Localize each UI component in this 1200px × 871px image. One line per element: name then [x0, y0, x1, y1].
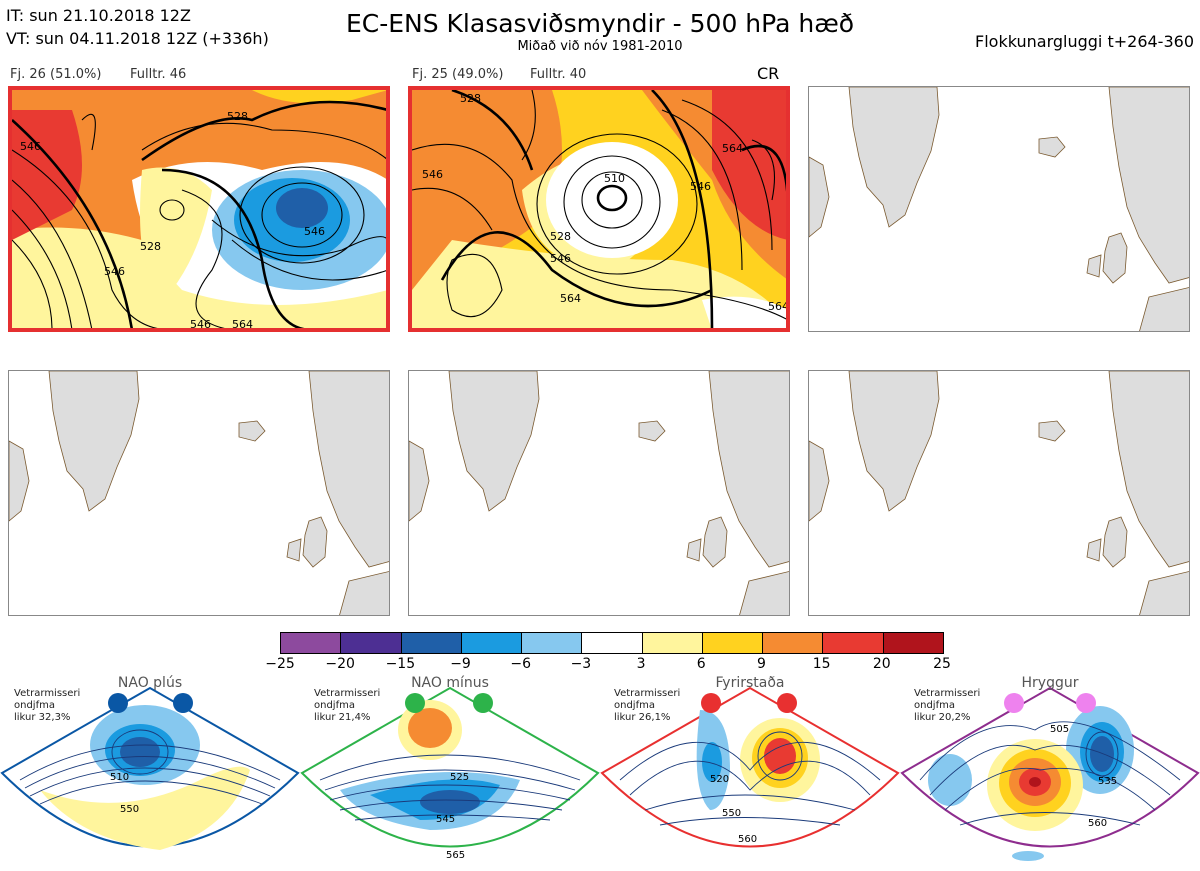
- colorbar-tick-label: −15: [385, 656, 416, 672]
- colorbar-swatch: [702, 633, 764, 653]
- regime-contour-label: 565: [446, 850, 465, 861]
- regime-note: Vetrarmisseri ondjfma likur 26,1%: [614, 688, 681, 723]
- regime-note: Vetrarmisseri ondjfma likur 21,4%: [314, 688, 381, 723]
- panel2-tag: CR: [757, 64, 780, 83]
- contour-label: 546: [104, 265, 125, 278]
- contour-label: 546: [190, 318, 211, 330]
- colorbar-tick-label: −3: [570, 656, 592, 672]
- regime-note: Vetrarmisseri ondjfma likur 32,3%: [14, 688, 81, 723]
- contour-label: 528: [227, 110, 248, 123]
- colorbar-tick-label: −20: [325, 656, 355, 672]
- valid-time: VT: sun 04.11.2018 12Z (+336h): [6, 29, 269, 48]
- regime-note: Vetrarmisseri ondjfma likur 20,2%: [914, 688, 981, 723]
- panel1-label: Fj. 26 (51.0%): [10, 67, 102, 82]
- colorbar-swatch: [763, 633, 824, 653]
- regime-title: NAO mínus: [411, 675, 489, 691]
- regime-title: Hryggur: [1021, 675, 1079, 691]
- contour-label: 528: [550, 230, 571, 243]
- colorbar-tick-label: 6: [696, 656, 706, 672]
- regime-contour-label: 535: [1098, 776, 1117, 787]
- contour-label: 528: [140, 240, 161, 253]
- regime-contour-label: 560: [1088, 818, 1107, 829]
- empty-map-4: [8, 370, 390, 616]
- panel2-label: Fj. 25 (49.0%): [412, 67, 504, 82]
- contour-label: 564: [560, 292, 581, 305]
- panel2-representative: Fulltr. 40: [530, 67, 587, 82]
- colorbar-tick-label: 25: [933, 656, 951, 672]
- colorbar-swatch: [582, 633, 643, 653]
- colorbar-swatch: [642, 633, 703, 653]
- regime-contour-label: 550: [722, 808, 741, 819]
- regime-contour-label: 525: [450, 772, 469, 783]
- colorbar-swatch: [461, 633, 523, 653]
- regime-nao-plus: 510 550 NAO plús Vetrarmisseri ondjfma l…: [0, 670, 300, 871]
- page-title: EC-ENS Klasasviðsmyndir - 500 hPa hæð: [345, 9, 855, 38]
- colorbar-swatch: [341, 633, 402, 653]
- contour-label: 546: [20, 140, 41, 153]
- contour-label: 546: [422, 168, 443, 181]
- cluster-map-1: 546 528 528 546 546 546 564: [8, 86, 390, 332]
- colorbar-tick-label: 9: [756, 656, 766, 672]
- regime-nao-minus: 525 545 565 NAO mínus Vetrarmisseri ondj…: [300, 670, 600, 871]
- contour-label: 564: [232, 318, 253, 330]
- colorbar-tick-label: 20: [872, 656, 891, 672]
- colorbar-tick-label: 15: [812, 656, 831, 672]
- regime-contour-label: 510: [110, 772, 129, 783]
- colorbar-tick-label: −25: [265, 656, 295, 672]
- contour-label: 546: [304, 225, 325, 238]
- contour-label: 528: [460, 92, 481, 105]
- empty-map-3: [808, 86, 1190, 332]
- regime-ridge: 505 535 560 Hryggur Vetrarmisseri ondjfm…: [900, 670, 1200, 871]
- colorbar-swatch: [281, 633, 342, 653]
- empty-map-6: [808, 370, 1190, 616]
- empty-map-5: [408, 370, 790, 616]
- colorbar-swatch: [883, 633, 943, 653]
- colorbar-swatch: [823, 633, 884, 653]
- regime-blocking: 520 550 560 Fyrirstaða Vetrarmisseri ond…: [600, 670, 900, 871]
- regime-contour-label: 520: [710, 774, 729, 785]
- contour-label: 510: [604, 172, 625, 185]
- classification-window: Flokkunargluggi t+264-360: [975, 32, 1194, 51]
- contour-label: 546: [690, 180, 711, 193]
- colorbar-tick-label: 3: [636, 656, 646, 672]
- contour-label: 564: [722, 142, 743, 155]
- init-time: IT: sun 21.10.2018 12Z: [6, 6, 191, 25]
- contour-label: 546: [550, 252, 571, 265]
- panel1-representative: Fulltr. 46: [130, 67, 187, 82]
- regime-contour-label: 560: [738, 834, 757, 845]
- contour-label: 564: [768, 300, 788, 313]
- cluster-map-2: 528 510 546 528 546 564 564 564 546: [408, 86, 790, 332]
- regime-title: NAO plús: [117, 675, 183, 691]
- colorbar-swatch: [401, 633, 462, 653]
- regime-contour-label: 505: [1050, 724, 1069, 735]
- colorbar-swatch: [522, 633, 583, 653]
- regime-title: Fyrirstaða: [715, 675, 785, 691]
- colorbar: [280, 632, 944, 654]
- colorbar-tick-label: −9: [450, 656, 471, 672]
- regime-contour-label: 550: [120, 804, 139, 815]
- colorbar-tick-label: −6: [510, 656, 532, 672]
- page-subtitle: Miðað við nóv 1981-2010: [517, 39, 683, 54]
- regime-contour-label: 545: [436, 814, 455, 825]
